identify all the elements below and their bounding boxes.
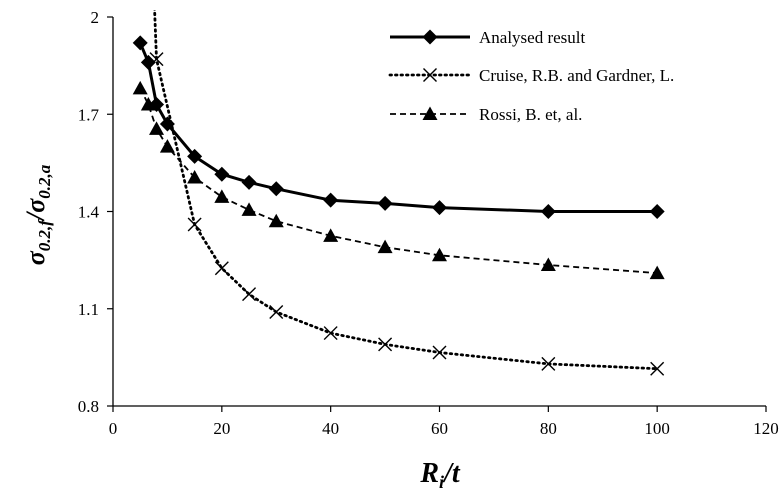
series-2-marker bbox=[132, 80, 148, 95]
series-0-marker bbox=[540, 204, 556, 219]
series-layer bbox=[132, 10, 665, 376]
series-2 bbox=[132, 80, 665, 280]
series-1-marker bbox=[541, 356, 556, 371]
series-1-marker bbox=[432, 345, 447, 360]
series-1-marker bbox=[650, 361, 665, 376]
y-tick-label: 1.4 bbox=[78, 203, 100, 222]
series-1-marker bbox=[187, 217, 202, 232]
series-0 bbox=[132, 35, 665, 219]
series-2-marker bbox=[377, 239, 393, 254]
series-2-marker bbox=[159, 139, 175, 153]
y-title-sigma2: σ bbox=[21, 198, 50, 213]
x-title-sub: i bbox=[439, 472, 444, 492]
series-2-marker bbox=[149, 121, 165, 135]
series-1-marker bbox=[378, 337, 393, 352]
series-legend-1-marker bbox=[423, 68, 437, 82]
series-1 bbox=[149, 10, 665, 376]
y-title-sigma1: σ bbox=[21, 250, 50, 265]
y-title-sub2: 0.2,a bbox=[35, 164, 54, 199]
x-tick-label: 100 bbox=[644, 419, 670, 438]
x-tick-label: 120 bbox=[753, 419, 779, 438]
series-2-marker bbox=[214, 189, 230, 203]
series-1-marker bbox=[149, 52, 164, 67]
y-axis-title: σ0.2,f/σ0.2,a bbox=[21, 164, 54, 265]
y-tick-label: 0.8 bbox=[78, 397, 99, 416]
series-2-marker bbox=[540, 257, 556, 271]
series-2-marker bbox=[432, 247, 447, 262]
y-tick-label: 1.7 bbox=[78, 105, 100, 124]
series-0-marker bbox=[432, 200, 447, 216]
series-0-marker bbox=[323, 192, 339, 208]
x-title-tail: /t bbox=[442, 458, 461, 489]
series-1-marker bbox=[269, 304, 284, 319]
series-2-marker bbox=[187, 169, 203, 184]
series-0-marker bbox=[377, 195, 393, 211]
series-2-marker bbox=[649, 265, 665, 280]
series-0-marker bbox=[649, 204, 665, 219]
y-axis-ticks: 0.8 1.1 1.4 1.7 2 bbox=[78, 8, 113, 416]
series-0-marker bbox=[241, 174, 257, 190]
series-1-marker bbox=[214, 261, 229, 276]
x-axis-title: Ri/t bbox=[419, 458, 460, 492]
y-tick-label: 2 bbox=[91, 8, 100, 27]
x-tick-label: 60 bbox=[431, 419, 448, 438]
series-1-marker bbox=[242, 287, 257, 302]
x-title-main: R bbox=[419, 458, 439, 489]
series-0-marker bbox=[187, 148, 203, 164]
x-tick-label: 80 bbox=[540, 419, 557, 438]
series-1-line bbox=[153, 10, 659, 371]
series-0-marker bbox=[132, 35, 148, 51]
series-legend-0-marker bbox=[422, 29, 438, 45]
series-2-marker bbox=[268, 213, 284, 228]
x-tick-label: 20 bbox=[213, 419, 230, 438]
x-tick-label: 40 bbox=[322, 419, 339, 438]
x-tick-label: 0 bbox=[109, 419, 118, 438]
legend-label-0: Analysed result bbox=[479, 28, 586, 47]
y-title-slash: / bbox=[21, 210, 50, 222]
legend-label-1: Cruise, R.B. and Gardner, L. bbox=[479, 66, 674, 85]
series-1-marker bbox=[323, 326, 338, 341]
legend: Analysed result Cruise, R.B. and Gardner,… bbox=[388, 28, 674, 124]
x-axis-ticks: 0 20 40 60 80 100 120 bbox=[109, 406, 779, 438]
series-0-marker bbox=[268, 181, 284, 197]
series-legend-2-marker bbox=[422, 106, 438, 120]
series-0-marker bbox=[140, 54, 156, 70]
y-tick-label: 1.1 bbox=[78, 300, 99, 319]
y-title-sub1: 0.2,f bbox=[35, 218, 54, 252]
series-2-marker bbox=[241, 202, 257, 216]
series-0-marker bbox=[214, 166, 230, 182]
series-2-marker bbox=[140, 97, 156, 111]
series-2-marker bbox=[323, 228, 339, 242]
legend-label-2: Rossi, B. et, al. bbox=[479, 105, 582, 124]
